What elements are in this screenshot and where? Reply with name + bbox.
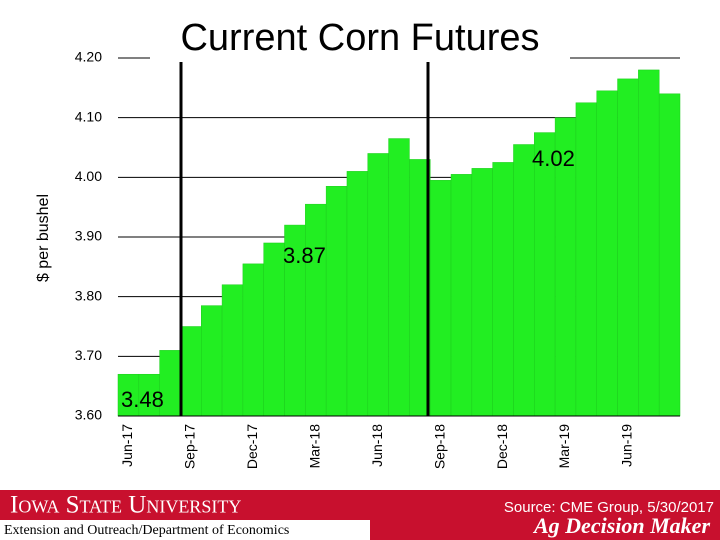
bar <box>325 186 348 417</box>
bar <box>367 153 389 417</box>
annotation: 3.87 <box>283 243 326 268</box>
x-tick-label: Mar-18 <box>306 424 322 469</box>
x-tick-label: Dec-18 <box>494 424 510 469</box>
x-tick-label: Jun-19 <box>619 424 635 467</box>
department: Extension and Outreach/Department of Eco… <box>4 523 289 538</box>
bar <box>388 138 410 417</box>
bar <box>346 171 369 417</box>
chart-title: Current Corn Futures <box>180 17 539 59</box>
x-tick-label: Mar-19 <box>556 424 572 469</box>
y-tick-label: 4.00 <box>75 168 102 184</box>
x-tick-label: Sep-17 <box>182 424 198 469</box>
x-tick-label: Sep-18 <box>431 424 447 469</box>
bar <box>221 284 244 417</box>
plot-area: 3.60 3.70 3.80 3.90 4.00 4.10 4.20 Jun-17 Sep-17… <box>75 49 681 469</box>
title-bg <box>150 18 570 62</box>
bar <box>242 263 264 417</box>
bar <box>471 168 493 417</box>
bar <box>429 180 452 417</box>
bar <box>201 305 223 417</box>
y-tick-label: 3.80 <box>75 287 102 303</box>
bar <box>263 242 285 417</box>
bar <box>513 144 535 417</box>
x-tick-label: Dec-17 <box>244 424 260 469</box>
annotation: 4.02 <box>532 146 575 171</box>
y-tick-label: 3.60 <box>75 407 102 423</box>
y-axis-label: $ per bushel <box>35 194 52 282</box>
bar <box>534 132 556 417</box>
bar <box>180 326 202 417</box>
y-tick-label: 3.90 <box>75 228 102 244</box>
annotation: 3.48 <box>121 387 164 412</box>
bar <box>450 174 473 417</box>
y-tick-label: 3.70 <box>75 347 102 363</box>
y-tick-label: 4.20 <box>75 49 102 65</box>
x-tick-label: Jun-18 <box>369 424 385 467</box>
bar <box>596 90 618 417</box>
department-bg <box>0 520 370 540</box>
brand: Ag Decision Maker <box>532 513 710 538</box>
source: Source: CME Group, 5/30/2017 <box>504 499 714 516</box>
y-tick-label: 4.10 <box>75 108 102 124</box>
bar <box>492 162 514 417</box>
university: Iowa State University <box>10 492 241 519</box>
bar <box>575 102 597 417</box>
bar <box>617 78 639 417</box>
x-tick-label: Jun-17 <box>119 424 135 467</box>
bar <box>305 203 327 417</box>
bar <box>638 69 660 417</box>
bar <box>658 93 681 417</box>
